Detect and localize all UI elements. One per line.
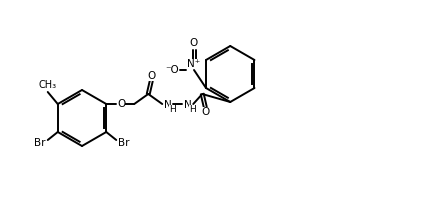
Text: O: O [147, 71, 155, 81]
Text: O: O [117, 99, 125, 109]
Text: N: N [164, 100, 172, 110]
Text: O: O [201, 107, 209, 117]
Text: O: O [190, 38, 198, 48]
Text: N⁺: N⁺ [187, 59, 201, 69]
Text: CH₃: CH₃ [39, 80, 57, 90]
Text: H: H [189, 104, 196, 113]
Text: H: H [169, 104, 176, 113]
Text: Br: Br [34, 138, 46, 148]
Text: N: N [184, 100, 192, 110]
Text: ⁻O: ⁻O [165, 65, 179, 75]
Text: Br: Br [118, 138, 130, 148]
